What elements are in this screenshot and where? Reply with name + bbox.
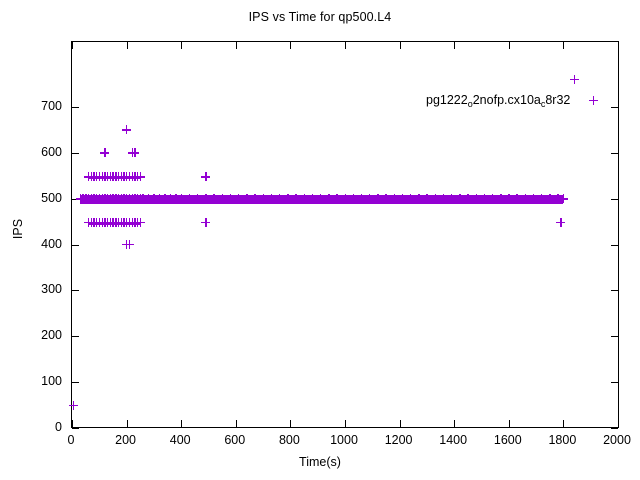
x-axis-label: Time(s) (299, 455, 341, 469)
data-point (201, 172, 211, 182)
y-tick-mark (72, 336, 79, 338)
y-tick-mark (72, 428, 79, 429)
plot-area: pg1222o2nofp.cx10ac8r32 (68, 41, 619, 429)
x-tick-mark (181, 420, 183, 427)
dense-data-run (88, 221, 141, 225)
x-tick-mark (508, 420, 510, 427)
x-tick-mark (618, 42, 619, 49)
x-tick-mark (126, 420, 128, 427)
x-tick-label: 1600 (493, 433, 522, 447)
dense-data-band (80, 194, 564, 204)
x-tick-mark (235, 420, 237, 427)
legend-label: pg1222o2nofp.cx10ac8r32 (426, 93, 571, 109)
y-tick-mark (72, 244, 79, 246)
y-tick-mark (611, 152, 618, 154)
legend: pg1222o2nofp.cx10ac8r32 (426, 87, 616, 113)
y-tick-label: 400 (41, 236, 62, 251)
data-point (201, 218, 211, 228)
y-tick-mark (611, 428, 618, 429)
x-tick-mark (563, 42, 565, 49)
data-point (556, 218, 566, 228)
x-tick-mark (454, 420, 456, 427)
y-tick-label: 300 (41, 282, 62, 297)
y-tick-mark (72, 198, 79, 200)
x-tick-mark (290, 420, 292, 427)
x-tick-label: 400 (169, 433, 191, 447)
y-tick-mark (72, 107, 79, 108)
x-tick-mark (399, 42, 401, 49)
y-tick-mark (72, 382, 79, 384)
y-tick-mark (72, 152, 79, 154)
y-tick-label: 0 (55, 420, 62, 434)
x-tick-mark (399, 420, 401, 427)
x-tick-label: 1000 (330, 433, 358, 447)
legend-marker-sample (570, 94, 616, 106)
x-tick-mark (72, 420, 73, 427)
y-tick-label: 700 (41, 99, 62, 113)
x-tick-mark (508, 42, 510, 49)
x-tick-label: 800 (278, 433, 300, 447)
y-tick-mark (611, 244, 618, 246)
legend-plus-icon (588, 95, 598, 105)
x-tick-mark (126, 42, 128, 49)
data-point (122, 125, 132, 135)
x-tick-label: 1400 (439, 433, 468, 447)
y-tick-mark (72, 290, 79, 292)
data-point (100, 148, 110, 158)
y-tick-label: 100 (41, 374, 62, 389)
x-tick-label: 200 (115, 433, 137, 447)
y-tick-label: 500 (41, 190, 62, 205)
x-tick-label: 1800 (548, 433, 577, 447)
data-point (127, 148, 137, 158)
x-tick-mark (563, 420, 565, 427)
x-tick-mark (72, 42, 73, 49)
x-tick-label: 600 (224, 433, 246, 447)
data-point (569, 74, 579, 84)
y-tick-mark (611, 336, 618, 338)
dense-data-run (88, 175, 141, 179)
x-tick-mark (181, 42, 183, 49)
y-tick-mark (611, 382, 618, 384)
y-tick-label: 600 (41, 144, 62, 159)
x-tick-mark (235, 42, 237, 49)
data-point (68, 400, 78, 410)
data-point (130, 148, 140, 158)
x-tick-mark (618, 420, 619, 427)
data-point (122, 240, 132, 250)
y-tick-mark (611, 107, 618, 108)
x-tick-label: 2000 (603, 433, 631, 447)
chart-title: IPS vs Time for qp500.L4 (248, 10, 392, 24)
y-tick-label: 200 (41, 328, 62, 343)
y-tick-mark (611, 290, 618, 292)
x-tick-mark (290, 42, 292, 49)
x-tick-label: 1200 (384, 433, 413, 447)
x-tick-mark (345, 42, 346, 49)
data-point (124, 240, 134, 250)
y-tick-mark (611, 198, 618, 200)
x-tick-label: 0 (67, 433, 75, 447)
x-tick-mark (345, 420, 346, 427)
x-tick-mark (454, 42, 456, 49)
